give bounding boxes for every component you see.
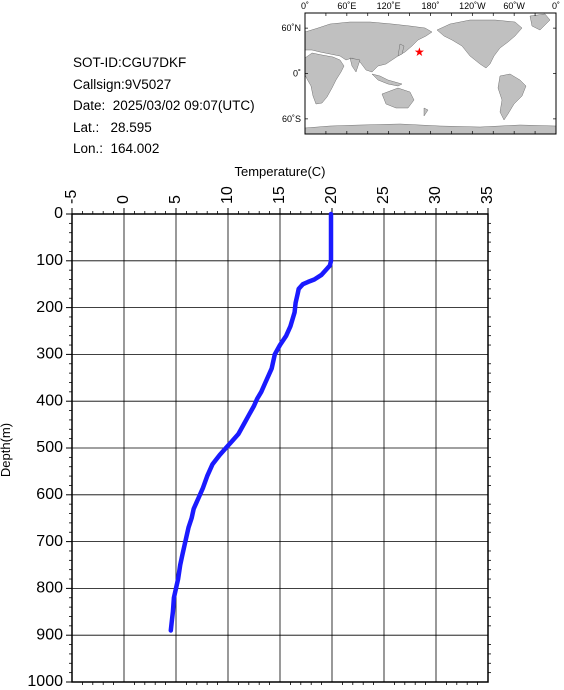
y-tick-label: 900 bbox=[36, 626, 63, 643]
x-tick-label: 15 bbox=[271, 186, 288, 204]
south-america-landmass bbox=[497, 73, 527, 121]
north-america-landmass bbox=[436, 19, 523, 69]
y-tick-label: 700 bbox=[36, 533, 63, 550]
se-asia-landmass bbox=[371, 73, 403, 87]
date-label: Date: 2025/03/02 09:07(UTC) bbox=[73, 98, 255, 113]
map-longitude-labels: 0˚ 60˚E 120˚E 180˚ 120˚W 60˚W 0˚ bbox=[301, 1, 560, 11]
map-longitude-label: 180˚ bbox=[421, 1, 439, 11]
sot-id-label: SOT-ID:CGU7DKF bbox=[73, 55, 187, 70]
y-tick-label: 100 bbox=[36, 252, 63, 269]
map-latitude-label: 60˚S bbox=[282, 114, 301, 124]
greenland-landmass bbox=[529, 13, 551, 31]
temperature-depth-chart: -5 0 5 10 15 20 25 30 35 01002003004005006007008… bbox=[0, 164, 496, 690]
map-longitude-label: 0˚ bbox=[301, 1, 309, 11]
float-position-marker: ★ bbox=[414, 45, 425, 59]
map-latitude-label: 60˚N bbox=[281, 23, 301, 33]
map-longitude-label: 60˚E bbox=[337, 1, 356, 11]
x-tick-label: 0 bbox=[115, 195, 132, 204]
y-tick-label: 300 bbox=[36, 346, 63, 363]
eurasia-landmass bbox=[304, 21, 433, 73]
x-tick-label: 25 bbox=[375, 186, 392, 204]
map-longitude-label: 120˚W bbox=[459, 1, 486, 11]
x-tick-labels: -5 0 5 10 15 20 25 30 35 bbox=[63, 186, 496, 204]
map-latitude-labels: 60˚N 0˚ 60˚S bbox=[281, 23, 301, 124]
india-landmass bbox=[349, 57, 361, 73]
temperature-profile-line bbox=[168, 211, 334, 633]
y-tick-labels: 0 100 200 300 400 500 600 700 800 900 1000 bbox=[27, 205, 63, 690]
y-tick-label: 0 bbox=[54, 205, 63, 222]
new-zealand-landmass bbox=[423, 107, 429, 117]
y-tick-label: 500 bbox=[36, 439, 63, 456]
map-ticks bbox=[304, 13, 557, 134]
float-info-panel: SOT-ID:CGU7DKF Callsign:9V5027 Date: 202… bbox=[73, 52, 255, 160]
callsign-label: Callsign:9V5027 bbox=[73, 76, 172, 92]
y-tick-label: 800 bbox=[36, 580, 63, 597]
y-tick-label: 600 bbox=[36, 486, 63, 503]
x-tick-label: 35 bbox=[479, 186, 496, 204]
x-tick-label: 20 bbox=[323, 186, 340, 204]
x-tick-label: 5 bbox=[167, 195, 184, 204]
map-landmasses bbox=[304, 13, 557, 135]
plot-frame bbox=[71, 213, 489, 683]
x-tick-label: 10 bbox=[219, 186, 236, 204]
y-tick-label: 200 bbox=[36, 299, 63, 316]
map-longitude-label: 60˚W bbox=[503, 1, 525, 11]
longitude-label: Lon.: 164.002 bbox=[73, 141, 160, 156]
australia-landmass bbox=[381, 87, 415, 109]
latitude-label: Lat.: 28.595 bbox=[73, 119, 152, 135]
map-latitude-label: 0˚ bbox=[293, 69, 301, 79]
japan-landmass bbox=[397, 43, 405, 57]
y-tick-label: 400 bbox=[36, 392, 63, 409]
map-longitude-label: 0˚ bbox=[552, 1, 560, 11]
y-tick-label: 1000 bbox=[27, 673, 63, 690]
world-map-inset: 0˚ 60˚E 120˚E 180˚ 120˚W 60˚W 0˚ 60˚N 0˚ 60˚S ★ bbox=[281, 1, 560, 135]
map-longitude-label: 120˚E bbox=[377, 1, 401, 11]
x-tick-label: 30 bbox=[427, 186, 444, 204]
africa-landmass bbox=[304, 52, 345, 105]
y-axis-title: Depth(m) bbox=[0, 423, 13, 477]
x-axis-title: Temperature(C) bbox=[234, 164, 325, 179]
temperature-profile-series bbox=[168, 211, 334, 633]
x-tick-label: -5 bbox=[63, 190, 80, 204]
